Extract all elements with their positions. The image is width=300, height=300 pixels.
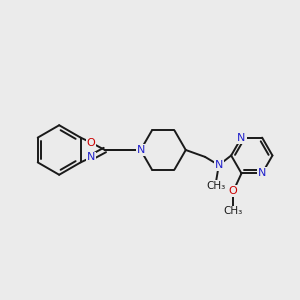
- Text: O: O: [87, 138, 95, 148]
- Text: CH₃: CH₃: [224, 206, 243, 216]
- Text: N: N: [136, 145, 145, 155]
- Text: O: O: [229, 186, 238, 196]
- Text: N: N: [87, 152, 95, 162]
- Text: N: N: [258, 168, 266, 178]
- Text: N: N: [237, 133, 246, 142]
- Text: N: N: [214, 160, 223, 170]
- Text: CH₃: CH₃: [206, 181, 226, 191]
